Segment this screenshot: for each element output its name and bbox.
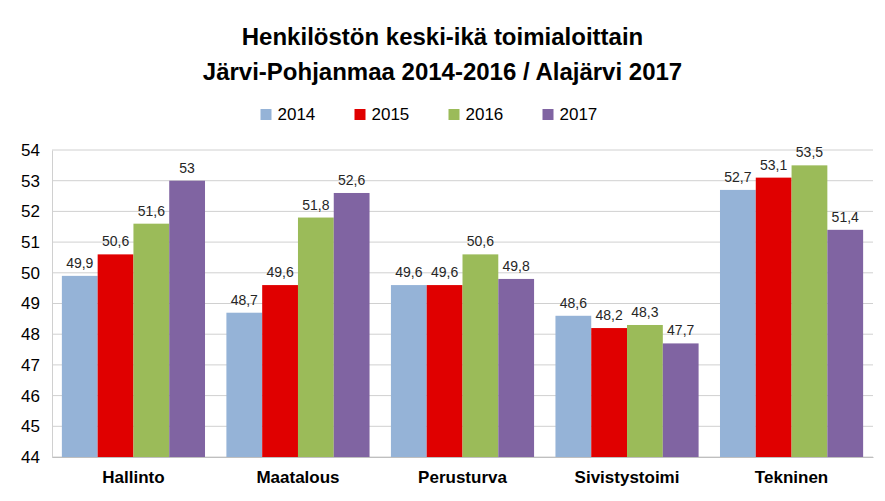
bar [498,279,534,457]
data-labels: 49,9 48,7 49,6 48,6 52,7 50,6 49,6 49,6 48,2 53,1… [66,144,859,338]
y-tick: 51 [21,233,52,252]
bar [627,325,663,457]
data-label: 49,6 [266,264,293,280]
y-tick: 46 [21,387,52,406]
bar [169,181,205,457]
y-tick-label: 50 [21,264,40,283]
series-3 [169,181,863,457]
bar [334,193,370,457]
data-label: 51,4 [832,209,859,225]
y-tick-label: 54 [21,141,40,160]
legend-swatch [543,109,554,120]
x-tick: Perusturva [418,457,507,487]
bar [298,218,334,457]
y-axis-line [52,151,53,458]
y-tick: 44 [21,448,52,467]
bar [756,178,792,457]
bar [427,285,463,457]
x-axis: Hallinto Maatalous Perusturva Sivistystoimi… [53,457,874,487]
x-tick: Maatalous [256,457,339,487]
x-axis-line [53,457,874,458]
data-label: 47,7 [667,322,694,338]
bar [391,285,427,457]
data-label: 53,1 [760,157,787,173]
x-tick: Tekninen [755,457,828,487]
bar [226,313,262,457]
legend-swatch [355,109,366,120]
x-tick: Hallinto [102,457,164,487]
series-1 [98,178,792,457]
x-tick-label: Sivistystoimi [575,468,680,487]
y-tick-label: 49 [21,294,40,313]
y-tick: 53 [21,172,52,191]
x-tick-label: Hallinto [102,468,164,487]
data-label: 52,7 [724,169,751,185]
plot: 44 45 46 47 48 49 50 51 52 53 54 Hallinto Maatalous P… [21,141,873,487]
title: Henkilöstön keski-ikä toimialoittain [242,23,643,50]
data-label: 49,6 [395,264,422,280]
y-tick-label: 53 [21,172,40,191]
y-tick-label: 48 [21,325,40,344]
data-label: 48,6 [560,295,587,311]
data-label: 50,6 [467,233,494,249]
data-label: 50,6 [102,233,129,249]
bar [463,254,499,457]
legend-swatch [449,109,460,120]
bar [792,165,828,457]
legend-label: 2016 [466,105,504,124]
x-tick-label: Tekninen [755,468,828,487]
y-tick: 50 [21,264,52,283]
series-0 [62,190,756,457]
data-label: 52,6 [338,172,365,188]
bars [62,165,863,457]
data-label: 51,8 [302,197,329,213]
x-tick-label: Perusturva [418,468,507,487]
chart: Henkilöstön keski-ikä toimialoittain Järv… [0,0,885,501]
y-tick-label: 46 [21,387,40,406]
legend-label: 2014 [278,105,316,124]
y-tick: 47 [21,356,52,375]
y-tick: 45 [21,417,52,436]
bar [827,230,863,457]
y-tick-label: 51 [21,233,40,252]
legend: 2014 2015 2016 2017 [261,105,598,124]
subtitle: Järvi-Pohjanmaa 2014-2016 / Alajärvi 201… [203,58,682,85]
background [0,0,885,501]
data-label: 49,6 [431,264,458,280]
series-2 [133,165,827,457]
legend-label: 2017 [560,105,598,124]
data-label: 48,3 [631,304,658,320]
data-label: 51,6 [138,203,165,219]
y-tick-label: 47 [21,356,40,375]
y-tick-label: 52 [21,202,40,221]
bar [262,285,298,457]
x-tick-label: Maatalous [256,468,339,487]
bar [663,343,699,457]
data-label: 48,2 [596,307,623,323]
bar [133,224,169,457]
grid [52,150,873,457]
legend-swatch [261,109,272,120]
bar [98,254,134,457]
y-tick: 48 [21,325,52,344]
data-label: 48,7 [231,292,258,308]
y-tick: 49 [21,294,52,313]
data-label: 49,8 [503,258,530,274]
bar [591,328,627,457]
y-tick-label: 45 [21,417,40,436]
data-label: 53,5 [796,144,823,160]
bar [62,276,98,457]
x-tick: Sivistystoimi [575,457,680,487]
y-axis: 44 45 46 47 48 49 50 51 52 53 54 [21,141,52,467]
grid-line [52,150,873,151]
bar [720,190,756,457]
y-tick-label: 44 [21,448,40,467]
y-tick: 54 [21,141,52,160]
legend-label: 2015 [372,105,410,124]
data-label: 49,9 [66,255,93,271]
data-label: 53 [179,160,195,176]
bar [555,316,591,457]
y-tick: 52 [21,202,52,221]
